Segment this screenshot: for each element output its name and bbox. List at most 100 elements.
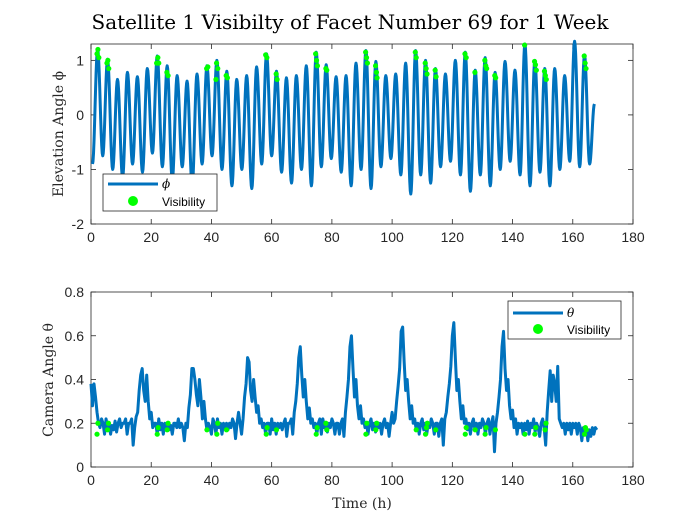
visibility-point <box>533 425 539 431</box>
camera-ticks: 0 20 40 60 80 100 120 140 160 180 0 0.2 0.4 0.6 0.8 <box>65 284 645 488</box>
x-tick-label: 180 <box>621 229 645 245</box>
visibility-point <box>95 420 101 426</box>
camera-legend: θ Visibility <box>507 300 622 340</box>
x-tick-label: 0 <box>87 472 95 488</box>
x-tick-label: 80 <box>324 472 340 488</box>
visibility-point <box>412 49 418 55</box>
visibility-point <box>541 68 548 74</box>
visibility-point <box>155 55 161 61</box>
x-tick-label: 160 <box>561 472 585 488</box>
visibility-point <box>215 65 221 72</box>
y-tick-label: 0.4 <box>65 372 85 388</box>
visibility-point <box>422 431 429 437</box>
legend-label-visibility: Visibility <box>567 323 610 337</box>
visibility-point <box>533 67 539 73</box>
visibility-point <box>482 431 488 437</box>
visibility-point <box>483 425 489 431</box>
visibility-point <box>543 420 549 426</box>
elevation-axes: 0 20 40 60 80 100 120 140 160 180 -2 -1 0 1 Elevation… <box>51 39 645 245</box>
camera-y-label: Camera Angle θ <box>41 323 57 437</box>
visibility-point <box>364 420 370 426</box>
visibility-point <box>165 73 171 79</box>
visibility-point <box>215 420 221 426</box>
elevation-ticks: 0 20 40 60 80 100 120 140 160 180 -2 -1 0 1 <box>72 44 645 245</box>
x-tick-label: 40 <box>204 229 220 245</box>
visibility-point <box>423 65 429 72</box>
visibility-point <box>582 60 588 66</box>
visibility-point <box>105 57 111 63</box>
visibility-point <box>422 60 428 66</box>
visibility-point <box>583 427 589 433</box>
visibility-point <box>463 425 469 431</box>
x-tick-label: 60 <box>264 229 280 245</box>
visibility-point <box>374 420 380 426</box>
visibility-point <box>314 63 321 69</box>
visibility-point <box>104 427 111 433</box>
legend-marker-swatch <box>128 196 138 206</box>
y-tick-label: -1 <box>72 161 85 177</box>
visibility-point <box>543 76 549 83</box>
y-tick-label: 0.2 <box>65 415 85 431</box>
visibility-point <box>213 76 219 83</box>
figure-title: Satellite 1 Visibilty of Facet Number 69… <box>92 10 610 34</box>
y-tick-label: 0.6 <box>65 328 85 344</box>
visibility-point <box>433 427 439 433</box>
visibility-point <box>482 57 488 63</box>
x-tick-label: 100 <box>380 229 404 245</box>
visibility-point <box>583 65 589 72</box>
visibility-point <box>532 62 539 68</box>
x-tick-label: 120 <box>441 472 465 488</box>
visibility-point <box>156 60 162 66</box>
y-tick-label: -2 <box>72 216 85 232</box>
visibility-point <box>373 69 380 75</box>
visibility-point <box>432 67 438 73</box>
elevation-series <box>91 39 596 196</box>
elevation-y-label: Elevation Angle ϕ <box>51 71 67 197</box>
visibility-point <box>462 431 468 437</box>
visibility-point <box>472 69 478 75</box>
visibility-point <box>164 427 170 433</box>
visibility-point <box>106 65 112 72</box>
visibility-point <box>363 55 370 61</box>
visibility-point <box>413 427 419 433</box>
visibility-point <box>364 60 371 66</box>
visibility-point <box>363 431 369 437</box>
series-line <box>91 39 596 196</box>
legend-label-visibility: Visibility <box>162 195 205 209</box>
x-tick-label: 20 <box>143 229 159 245</box>
x-tick-label: 180 <box>621 472 645 488</box>
visibility-point <box>372 63 379 69</box>
visibility-point <box>323 420 329 426</box>
camera-axes: 0 20 40 60 80 100 120 140 160 180 0 0.2 0.4 0.6 0.8 Ca… <box>41 284 645 512</box>
visibility-point <box>204 427 210 433</box>
visibility-point <box>105 420 112 426</box>
visibility-point <box>492 427 498 433</box>
visibility-point <box>413 55 419 61</box>
visibility-point <box>165 420 171 426</box>
visibility-point <box>542 427 548 433</box>
visibility-point <box>433 74 439 80</box>
visibility-point <box>264 55 270 61</box>
legend-box <box>102 173 218 212</box>
x-tick-label: 20 <box>143 472 159 488</box>
x-tick-label: 120 <box>441 229 465 245</box>
visibility-point <box>324 427 330 433</box>
x-tick-label: 60 <box>264 472 280 488</box>
x-tick-label: 140 <box>501 229 525 245</box>
visibility-point <box>273 71 279 77</box>
visibility-point <box>96 55 102 61</box>
visibility-point <box>484 65 490 72</box>
y-tick-label: 0.8 <box>65 284 85 300</box>
visibility-point <box>324 67 330 73</box>
legend-marker-swatch <box>533 324 543 334</box>
y-tick-label: 0 <box>76 459 84 475</box>
visibility-point <box>522 431 528 437</box>
visibility-point <box>214 431 220 437</box>
visibility-point <box>424 71 430 77</box>
visibility-point <box>581 53 587 59</box>
x-tick-label: 80 <box>324 229 340 245</box>
y-tick-label: 1 <box>76 52 84 68</box>
x-tick-label: 160 <box>561 229 585 245</box>
visibility-point <box>463 55 469 61</box>
